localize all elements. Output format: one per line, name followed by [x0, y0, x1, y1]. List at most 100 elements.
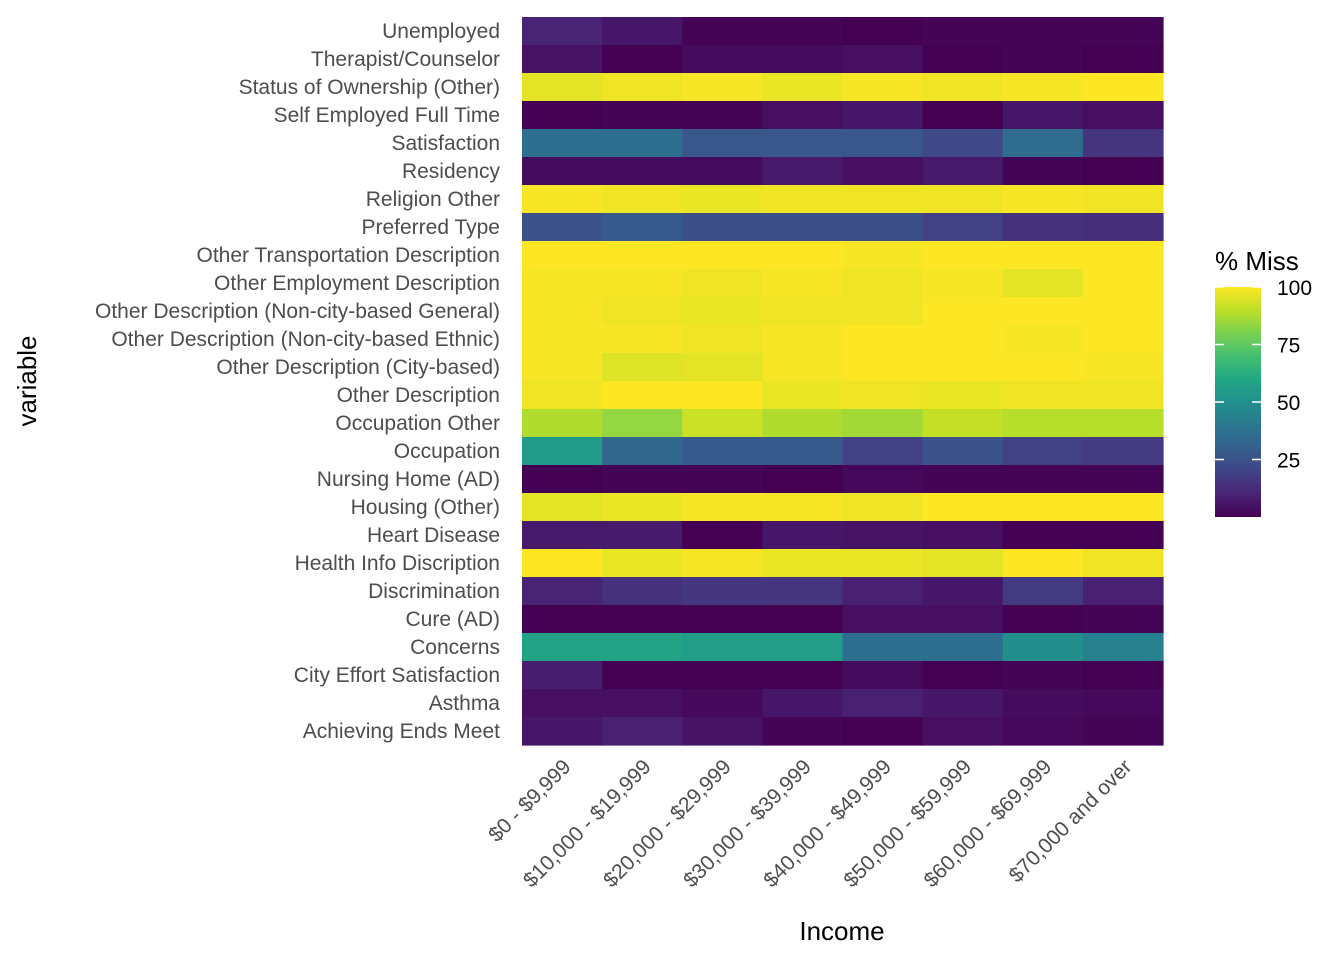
heatmap-cell: [922, 689, 1004, 718]
heatmap-cell: [762, 633, 844, 662]
y-tick-label: Other Transportation Description: [197, 244, 500, 267]
heatmap-cell: [682, 297, 763, 326]
y-tick-label: Therapist/Counselor: [311, 48, 500, 71]
heatmap-cell: [1082, 689, 1164, 718]
heatmap-cell: [922, 605, 1004, 634]
heatmap-tiles: [522, 17, 1164, 746]
y-tick-label: Concerns: [410, 636, 500, 659]
heatmap-cell: [602, 325, 683, 354]
heatmap-cell: [682, 409, 763, 438]
heatmap-cell: [1082, 213, 1164, 242]
heatmap-cell: [1082, 73, 1164, 102]
legend-tick-label: 50: [1277, 392, 1300, 415]
heatmap-cell: [682, 269, 763, 298]
heatmap-cell: [762, 157, 844, 186]
heatmap-cell: [1082, 101, 1164, 130]
heatmap-cell: [842, 353, 924, 382]
y-tick-label: Preferred Type: [361, 216, 500, 239]
heatmap-cell: [602, 241, 683, 270]
heatmap-cell: [842, 241, 924, 270]
heatmap-cell: [842, 213, 924, 242]
heatmap-cell: [842, 493, 924, 522]
legend-tick-label: 25: [1277, 450, 1300, 473]
heatmap-cell: [1002, 605, 1084, 634]
heatmap-cell: [1002, 129, 1084, 158]
heatmap-cell: [842, 465, 924, 494]
heatmap-cell: [922, 437, 1004, 466]
heatmap-cell: [522, 493, 603, 522]
y-tick-label: Unemployed: [382, 20, 500, 43]
heatmap-cell: [682, 549, 763, 578]
heatmap-cell: [762, 325, 844, 354]
heatmap-cell: [1002, 325, 1084, 354]
heatmap-cell: [762, 465, 844, 494]
heatmap-cell: [922, 577, 1004, 606]
heatmap-cell: [1082, 381, 1164, 410]
heatmap-cell: [842, 409, 924, 438]
heatmap-cell: [842, 633, 924, 662]
heatmap-cell: [842, 689, 924, 718]
heatmap-cell: [522, 17, 603, 46]
heatmap-cell: [1082, 437, 1164, 466]
heatmap-cell: [1082, 241, 1164, 270]
heatmap-cell: [1002, 409, 1084, 438]
heatmap-cell: [682, 521, 763, 550]
heatmap-cell: [522, 381, 603, 410]
heatmap-cell: [1002, 73, 1084, 102]
heatmap-cell: [522, 549, 603, 578]
heatmap-cell: [1002, 661, 1084, 690]
heatmap-cell: [1002, 521, 1084, 550]
heatmap-cell: [762, 241, 844, 270]
heatmap-cell: [922, 185, 1004, 214]
heatmap-cell: [1082, 269, 1164, 298]
heatmap-cell: [922, 409, 1004, 438]
heatmap-cell: [602, 101, 683, 130]
heatmap-cell: [842, 661, 924, 690]
y-tick-label: Achieving Ends Meet: [303, 720, 500, 743]
y-tick-label: Religion Other: [366, 188, 500, 211]
heatmap-cell: [762, 717, 844, 746]
color-legend: % Miss 25 50 75 100: [1215, 246, 1312, 517]
y-tick-label: Other Description: [337, 384, 500, 407]
heatmap-cell: [842, 549, 924, 578]
heatmap-cell: [522, 241, 603, 270]
heatmap-cell: [522, 661, 603, 690]
heatmap-cell: [762, 549, 844, 578]
heatmap-cell: [842, 101, 924, 130]
heatmap-cell: [602, 213, 683, 242]
y-axis-title: variable: [12, 335, 42, 426]
heatmap-cell: [682, 437, 763, 466]
legend-tick-label: 100: [1277, 277, 1312, 300]
heatmap-cell: [602, 381, 683, 410]
heatmap-cell: [602, 577, 683, 606]
heatmap-cell: [842, 269, 924, 298]
heatmap-cell: [922, 493, 1004, 522]
heatmap-cell: [1082, 493, 1164, 522]
heatmap-cell: [1082, 717, 1164, 746]
heatmap-cell: [682, 493, 763, 522]
heatmap-cell: [602, 129, 683, 158]
heatmap-cell: [762, 381, 844, 410]
heatmap-cell: [842, 437, 924, 466]
heatmap-cell: [602, 409, 683, 438]
heatmap-cell: [762, 577, 844, 606]
heatmap-cell: [1082, 465, 1164, 494]
heatmap-cell: [762, 17, 844, 46]
heatmap-cell: [762, 297, 844, 326]
y-tick-label: Other Description (Non-city-based Ethnic…: [111, 328, 500, 351]
heatmap-cell: [522, 437, 603, 466]
heatmap-cell: [842, 577, 924, 606]
heatmap-cell: [922, 101, 1004, 130]
heatmap-cell: [1002, 381, 1084, 410]
heatmap-cell: [762, 493, 844, 522]
heatmap-cell: [602, 689, 683, 718]
y-tick-label: Discrimination: [368, 580, 500, 603]
heatmap-cell: [602, 297, 683, 326]
heatmap-cell: [682, 577, 763, 606]
heatmap-cell: [922, 633, 1004, 662]
heatmap-cell: [682, 17, 763, 46]
heatmap-cell: [522, 577, 603, 606]
heatmap-cell: [1082, 521, 1164, 550]
heatmap-cell: [602, 45, 683, 74]
heatmap-cell: [1082, 325, 1164, 354]
